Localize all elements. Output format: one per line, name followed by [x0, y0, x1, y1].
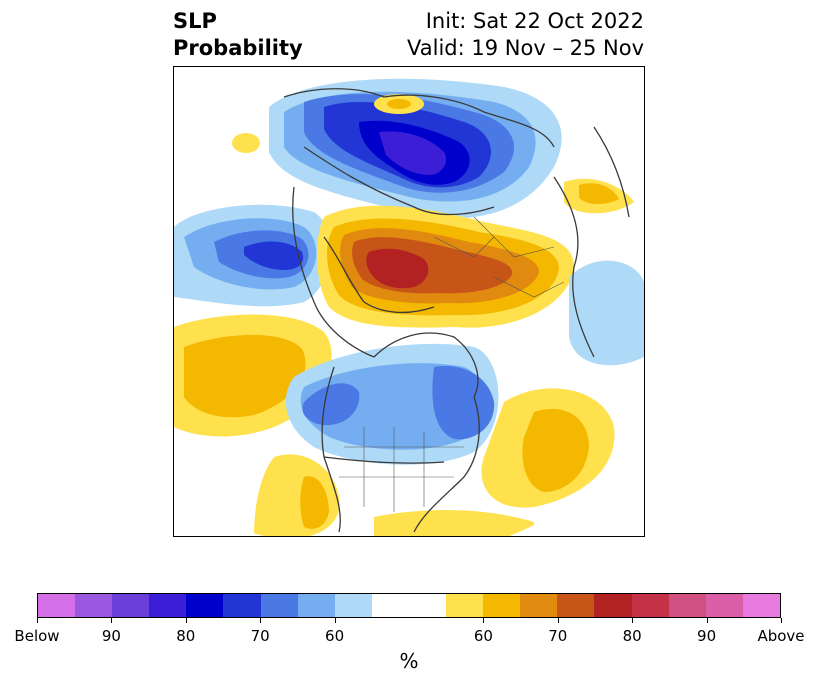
colorbar-tick-label: Below: [14, 627, 60, 645]
title-line-1: SLP: [173, 9, 217, 33]
above-normal-east-core: [579, 183, 619, 205]
above-normal-spot-core: [387, 99, 411, 109]
above-normal-south: [254, 454, 534, 536]
colorbar-segment: [631, 594, 669, 617]
colorbar-tick-label: 60: [473, 627, 493, 645]
map-panel: [173, 66, 645, 537]
colorbar-tick-mark: [483, 618, 485, 623]
colorbar-tick-mark: [260, 618, 262, 623]
colorbar-tick-label: 70: [250, 627, 270, 645]
colorbar-tick-label: 70: [548, 627, 568, 645]
colorbar-segment: [594, 594, 632, 617]
colorbar-segment: [408, 594, 447, 617]
colorbar-segment: [38, 594, 76, 617]
colorbar-tick-label: 90: [101, 627, 121, 645]
colorbar-tick-mark: [706, 618, 708, 623]
colorbar-segment: [149, 594, 187, 617]
colorbar-tick-mark: [111, 618, 113, 623]
colorbar-segment: [446, 594, 484, 617]
above-normal-spot-left: [232, 133, 260, 153]
colorbar-segment: [371, 594, 409, 617]
below-normal-east-asia: [569, 260, 644, 366]
colorbar-segment: [742, 594, 780, 617]
init-date: Init: Sat 22 Oct 2022: [425, 9, 644, 33]
coastlines: [283, 88, 630, 533]
above-normal-atlantic: [481, 388, 615, 508]
colorbar-segment: [705, 594, 743, 617]
colorbar: [37, 593, 781, 618]
mask-bottom-right: [509, 402, 644, 536]
colorbar-segment: [483, 594, 521, 617]
title-line-2: Probability: [173, 36, 303, 60]
colorbar-tick-mark: [185, 618, 187, 623]
colorbar-tick-label: 60: [325, 627, 345, 645]
colorbar-unit-label: %: [399, 649, 419, 673]
colorbar-segment: [297, 594, 335, 617]
colorbar-tick-mark: [557, 618, 559, 623]
colorbar-segment: [186, 594, 224, 617]
probability-map: [174, 67, 644, 536]
colorbar-segment: [112, 594, 150, 617]
valid-range: Valid: 19 Nov – 25 Nov: [407, 36, 644, 60]
colorbar-tick-mark: [37, 618, 38, 623]
colorbar-tick-label: 80: [622, 627, 642, 645]
colorbar-tick-mark: [781, 618, 782, 623]
below-normal-west-region: [174, 204, 331, 307]
colorbar-tick-mark: [334, 618, 336, 623]
colorbar-segment: [520, 594, 558, 617]
colorbar-tick-label: 90: [697, 627, 717, 645]
colorbar-segment: [334, 594, 372, 617]
colorbar-segment: [260, 594, 298, 617]
colorbar-segment: [75, 594, 113, 617]
mask-bottom-left: [174, 467, 264, 536]
colorbar-segment: [668, 594, 706, 617]
colorbar-segment: [557, 594, 595, 617]
colorbar-tick-label: Above: [757, 627, 805, 645]
chart-title-left: SLP Probability: [173, 8, 303, 62]
colorbar-tick-label: 80: [176, 627, 196, 645]
borders: [339, 216, 565, 512]
colorbar-segment: [223, 594, 261, 617]
chart-title-right: Init: Sat 22 Oct 2022 Valid: 19 Nov – 25…: [407, 8, 644, 62]
colorbar-tick-mark: [632, 618, 634, 623]
above-normal-eurasia-region: [317, 205, 574, 328]
below-normal-north-america: [285, 343, 499, 465]
